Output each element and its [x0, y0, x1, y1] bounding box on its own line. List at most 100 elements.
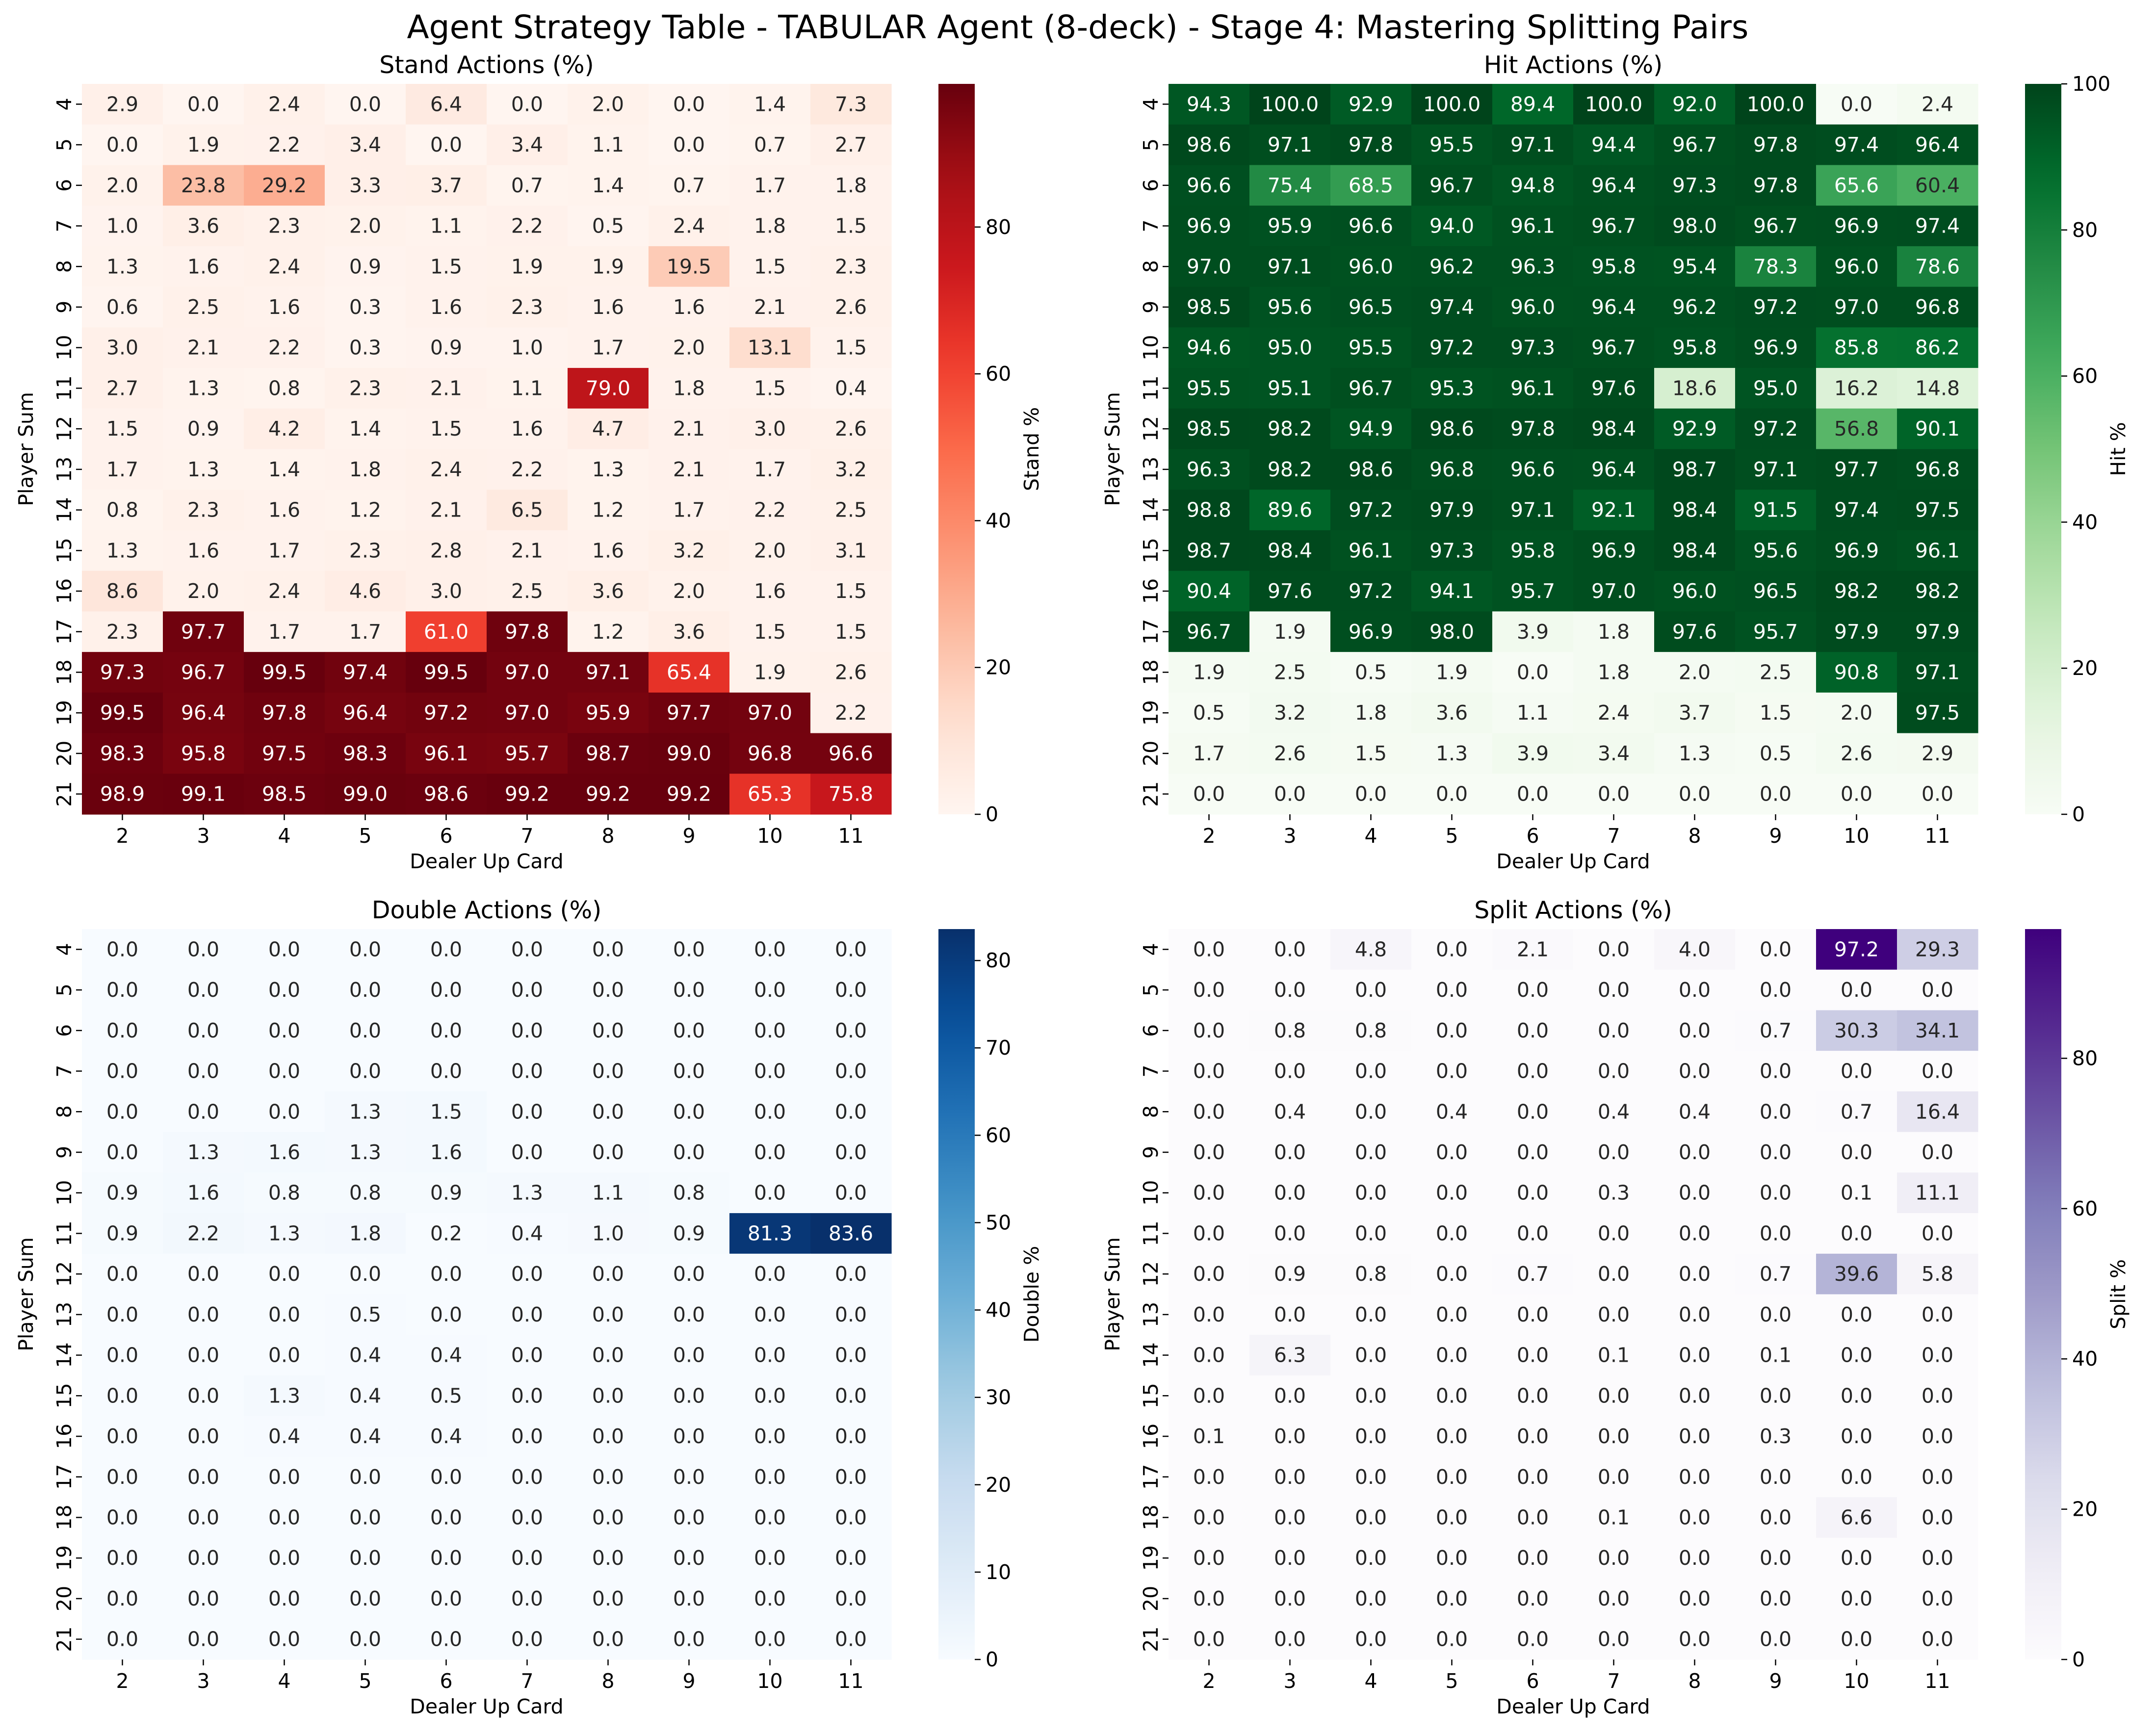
cell-value-label: 0.1 [1841, 1181, 1872, 1205]
heatmap-cell [163, 246, 244, 287]
heatmap-cell [1897, 206, 1978, 247]
heatmap-cell [1573, 408, 1655, 450]
cell-value-label: 0.0 [511, 1546, 543, 1570]
heatmap-cell [810, 1294, 892, 1335]
cell-value-label: 92.9 [1672, 417, 1717, 440]
cell-value-label: 0.0 [835, 1546, 867, 1570]
cell-value-label: 96.7 [1753, 214, 1798, 238]
heatmap-cell [325, 449, 406, 490]
cell-value-label: 81.3 [748, 1221, 792, 1245]
y-tick-label: 10 [52, 335, 76, 361]
cell-value-label: 0.0 [835, 1060, 867, 1083]
cell-value-label: 2.6 [1841, 742, 1872, 765]
heatmap-cell [1492, 570, 1574, 612]
cell-value-label: 0.0 [349, 937, 381, 961]
cell-value-label: 1.9 [592, 255, 624, 278]
cell-value-label: 0.0 [1922, 978, 1953, 1002]
cell-value-label: 0.0 [1598, 1262, 1630, 1286]
cell-value-label: 14.8 [1915, 376, 1960, 400]
colorbar-tick-label: 60 [986, 362, 1011, 386]
cell-value-label: 0.0 [268, 1100, 300, 1123]
heatmap-cell [406, 530, 487, 571]
colorbar-tick-label: 20 [986, 1473, 1011, 1497]
x-tick-label: 8 [601, 824, 614, 848]
x-tick-label: 2 [1202, 1669, 1215, 1693]
x-tick-label: 8 [1688, 824, 1701, 848]
cell-value-label: 98.4 [1672, 498, 1717, 522]
heatmap-cell [1169, 327, 1250, 368]
heatmap-cell [1492, 449, 1574, 490]
heatmap-cell [1330, 1172, 1412, 1214]
heatmap-cell [82, 1132, 163, 1173]
cell-value-label: 1.3 [187, 458, 219, 481]
heatmap-cell [1573, 1456, 1655, 1498]
cell-value-label: 1.6 [268, 295, 300, 319]
heatmap-cell [406, 490, 487, 531]
y-tick-label: 13 [1139, 457, 1163, 482]
cell-value-label: 0.0 [511, 92, 543, 116]
cell-value-label: 4.8 [1355, 937, 1387, 961]
cell-value-label: 1.3 [268, 1384, 300, 1407]
cell-value-label: 97.5 [1915, 701, 1960, 725]
x-tick-label: 3 [197, 824, 209, 848]
cell-value-label: 3.4 [1598, 742, 1630, 765]
cell-value-label: 96.9 [1834, 214, 1879, 238]
cell-value-label: 0.0 [1193, 1344, 1225, 1367]
heatmap-cell [568, 1010, 649, 1051]
heatmap-cell [1573, 1132, 1655, 1173]
cell-value-label: 98.0 [1672, 214, 1717, 238]
heatmap-cell [244, 408, 325, 450]
cell-value-label: 0.0 [1193, 1221, 1225, 1245]
cell-value-label: 0.0 [349, 1060, 381, 1083]
cell-value-label: 0.6 [106, 295, 138, 319]
heatmap-cell [487, 969, 568, 1011]
heatmap-cell [1654, 570, 1736, 612]
colorbar-tick-label: 0 [2072, 1648, 2085, 1671]
cell-value-label: 0.0 [754, 1628, 786, 1651]
heatmap-cell [568, 1375, 649, 1417]
cell-value-label: 0.0 [1517, 1344, 1549, 1367]
heatmap-cell [1816, 246, 1897, 287]
heatmap-cell [1492, 84, 1574, 125]
heatmap-cell [325, 969, 406, 1011]
cell-value-label: 96.9 [1753, 336, 1798, 360]
heatmap-cell [1330, 286, 1412, 328]
cell-value-label: 1.0 [592, 1221, 624, 1245]
heatmap-cell [406, 1335, 487, 1376]
heatmap-cell [1330, 774, 1412, 815]
heatmap-cell [244, 1091, 325, 1133]
cell-value-label: 0.0 [1274, 1546, 1306, 1570]
cell-value-label: 0.9 [673, 1221, 705, 1245]
cell-value-label: 96.8 [1429, 458, 1474, 481]
heatmap-cell [406, 774, 487, 815]
heatmap-cell [1492, 408, 1574, 450]
cell-value-label: 97.8 [505, 620, 549, 644]
heatmap-cell [1573, 1416, 1655, 1457]
heatmap-cell [1411, 611, 1493, 652]
cell-value-label: 0.0 [1679, 1384, 1711, 1407]
heatmap-cell [1411, 368, 1493, 409]
cell-value-label: 97.9 [1834, 620, 1879, 644]
cell-value-label: 0.0 [1436, 1019, 1468, 1042]
cell-value-label: 1.6 [592, 295, 624, 319]
heatmap-cell [487, 530, 568, 571]
heatmap-cell [325, 611, 406, 652]
cell-value-label: 96.4 [1591, 174, 1636, 197]
cell-value-label: 97.3 [1429, 539, 1474, 562]
heatmap-cell [1897, 733, 1978, 774]
cell-value-label: 98.6 [1349, 458, 1393, 481]
cell-value-label: 0.0 [1193, 978, 1225, 1002]
cell-value-label: 1.7 [268, 620, 300, 644]
x-axis-label: Dealer Up Card [410, 1695, 563, 1718]
y-axis-label: Player Sum [14, 392, 38, 506]
heatmap-cell [244, 1416, 325, 1457]
heatmap-cell [82, 124, 163, 166]
heatmap-cell [810, 1213, 892, 1254]
x-tick-label: 5 [1445, 824, 1458, 848]
cell-value-label: 98.2 [1834, 579, 1879, 603]
heatmap-cell [649, 692, 730, 734]
heatmap-cell [244, 1172, 325, 1214]
cell-value-label: 0.0 [1922, 1465, 1953, 1489]
heatmap-cell [1735, 692, 1817, 734]
